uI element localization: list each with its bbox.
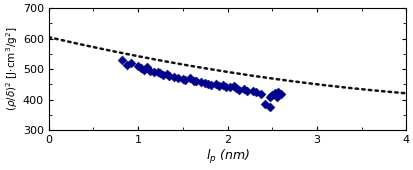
Point — [166, 74, 172, 77]
Point — [192, 80, 199, 83]
Point — [202, 82, 208, 84]
Point — [150, 71, 157, 74]
Point — [208, 84, 214, 86]
Point — [240, 88, 246, 90]
Point — [175, 76, 181, 79]
Point — [266, 106, 272, 109]
Point — [179, 78, 186, 80]
Point — [159, 73, 166, 76]
Point — [243, 89, 250, 92]
Point — [215, 85, 221, 87]
Point — [190, 79, 196, 82]
Point — [146, 69, 153, 72]
Point — [127, 62, 134, 64]
Point — [275, 91, 281, 94]
Point — [137, 66, 144, 69]
Point — [182, 79, 188, 81]
Point — [212, 83, 218, 86]
Point — [135, 65, 141, 67]
X-axis label: $l_p$ (nm): $l_p$ (nm) — [205, 148, 249, 166]
Point — [258, 92, 264, 95]
Point — [277, 93, 284, 96]
Point — [163, 72, 170, 75]
Point — [141, 69, 147, 71]
Point — [226, 86, 233, 89]
Point — [197, 81, 204, 84]
Y-axis label: $(\rho/\delta)^2$ [J$\cdot$cm$^3$/g$^2$]: $(\rho/\delta)^2$ [J$\cdot$cm$^3$/g$^2$] — [4, 27, 20, 111]
Point — [230, 85, 237, 87]
Point — [219, 84, 226, 86]
Point — [249, 90, 255, 92]
Point — [170, 75, 177, 78]
Point — [124, 63, 131, 66]
Point — [157, 71, 164, 74]
Point — [154, 70, 161, 73]
Point — [143, 66, 150, 68]
Point — [252, 91, 259, 94]
Point — [266, 95, 273, 98]
Point — [235, 89, 242, 91]
Point — [271, 92, 278, 94]
Point — [186, 77, 193, 80]
Point — [204, 82, 211, 85]
Point — [268, 94, 275, 96]
Point — [273, 96, 279, 99]
Point — [119, 59, 125, 61]
Point — [222, 85, 228, 88]
Point — [261, 103, 268, 106]
Point — [233, 87, 239, 89]
